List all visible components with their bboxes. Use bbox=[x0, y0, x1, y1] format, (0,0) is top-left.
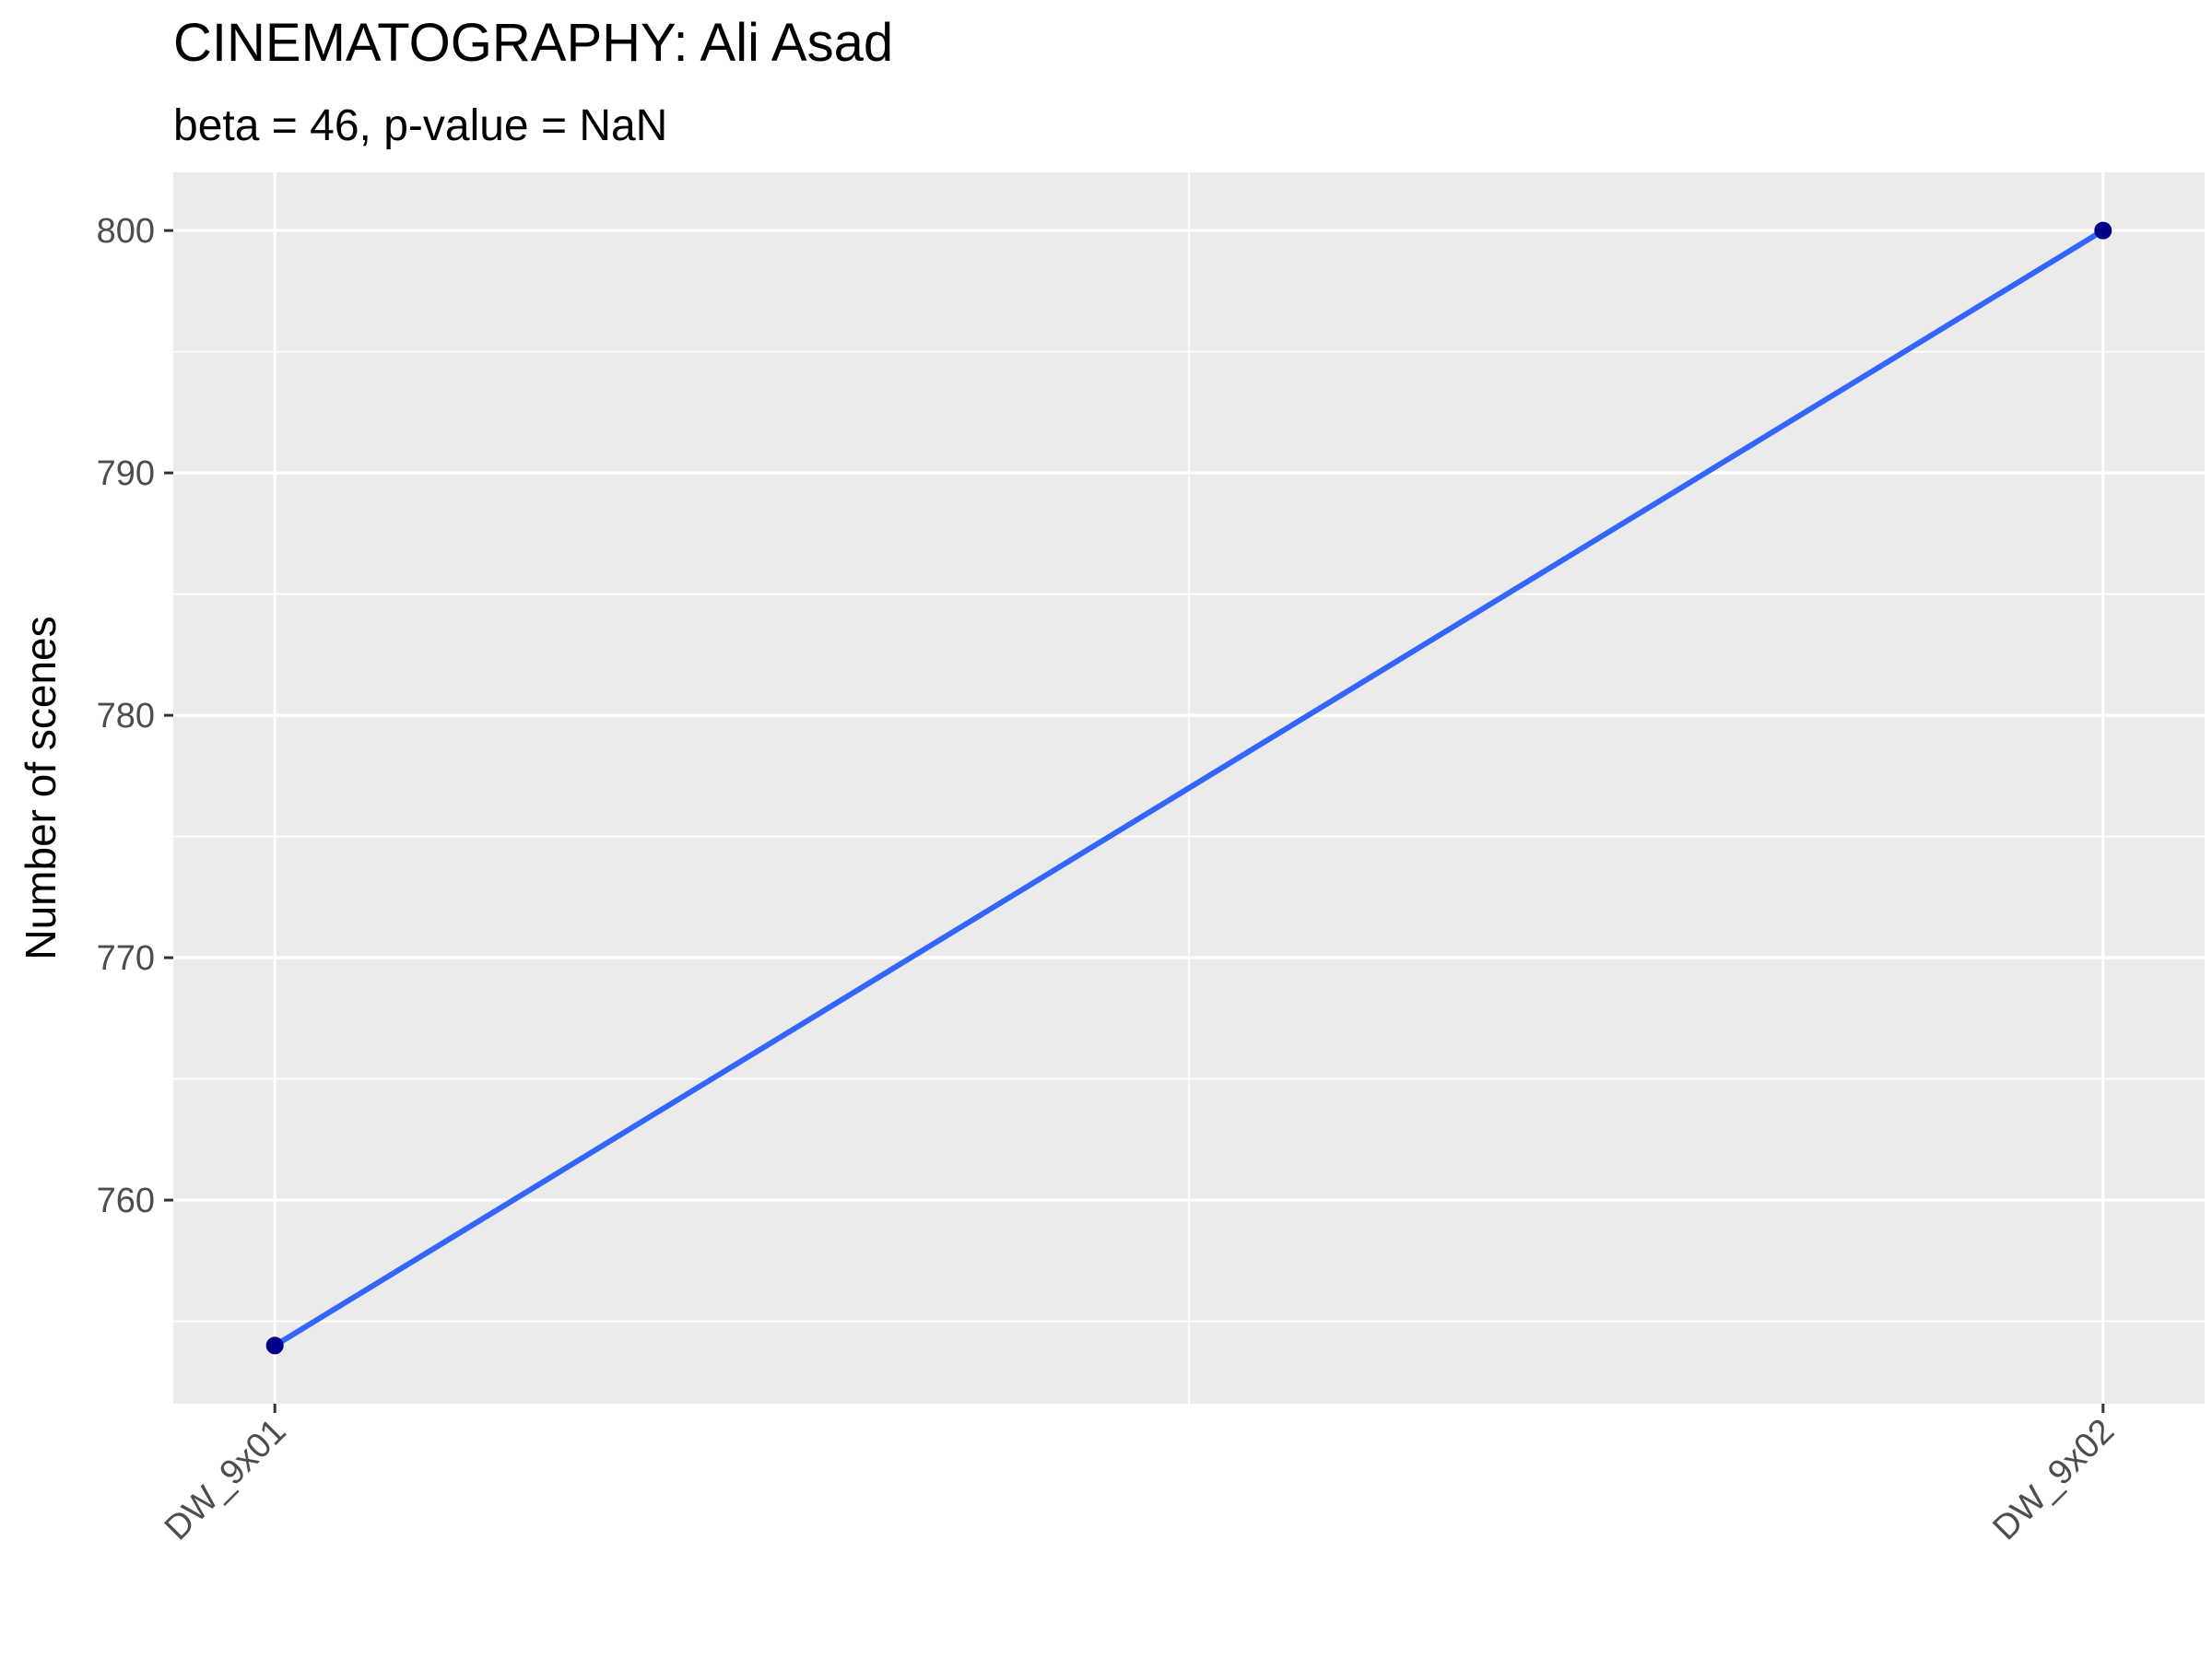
data-point bbox=[265, 1336, 284, 1355]
data-point bbox=[2094, 221, 2112, 240]
y-tick-label: 800 bbox=[97, 212, 155, 251]
y-tick-label: 760 bbox=[97, 1182, 155, 1220]
y-axis-label: Number of scenes bbox=[17, 616, 65, 959]
chart-title: CINEMATOGRAPHY: Ali Asad bbox=[173, 13, 893, 73]
series-layer bbox=[265, 221, 2112, 1355]
y-axis: 760 770 780 790 800 bbox=[97, 212, 173, 1220]
x-tick-label: DW_9x02 bbox=[1985, 1412, 2122, 1548]
y-tick-label: 770 bbox=[97, 939, 155, 978]
x-tick-label: DW_9x01 bbox=[158, 1412, 294, 1548]
y-tick-label: 790 bbox=[97, 454, 155, 493]
chart-subtitle: beta = 46, p-value = NaN bbox=[173, 101, 667, 150]
series-line bbox=[273, 228, 2105, 1348]
y-tick-label: 780 bbox=[97, 697, 155, 735]
x-axis: DW_9x01 DW_9x02 bbox=[158, 1404, 2122, 1547]
grid-major bbox=[173, 172, 2205, 1404]
